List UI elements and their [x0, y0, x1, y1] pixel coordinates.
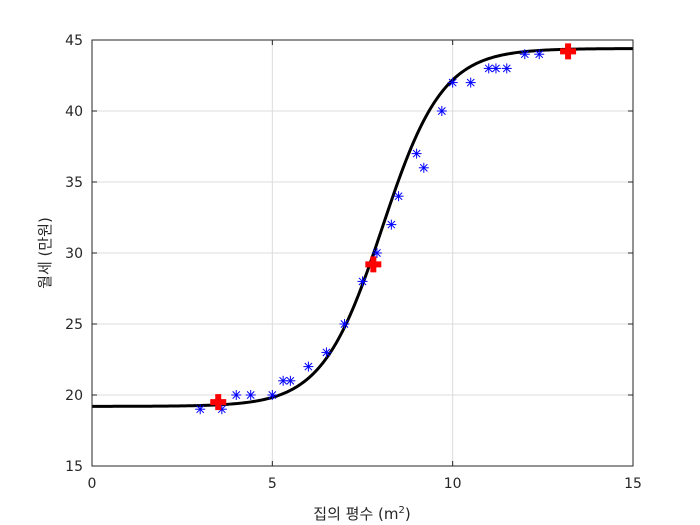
- data-point: [501, 63, 512, 74]
- x-axis-title-suffix: ): [405, 505, 411, 523]
- x-tick-label: 5: [268, 476, 277, 492]
- x-tick-label: 10: [444, 476, 462, 492]
- axis-ticks: 0 5 10 15 15 20 25 30 35 40 45: [65, 33, 642, 492]
- highlight-point: [560, 43, 577, 60]
- data-points-layer: [195, 49, 545, 415]
- data-point: [534, 49, 545, 60]
- y-tick-label: 15: [65, 459, 83, 475]
- data-point: [357, 276, 368, 287]
- data-point: [519, 49, 530, 60]
- y-tick-label: 25: [65, 317, 83, 333]
- highlight-point: [365, 256, 382, 273]
- data-point: [418, 162, 429, 173]
- data-point: [465, 77, 476, 88]
- data-point: [371, 248, 382, 258]
- data-point: [231, 390, 242, 400]
- data-point: [339, 319, 350, 329]
- data-point: [490, 63, 501, 74]
- data-point: [245, 390, 256, 400]
- x-axis-title: 집의 평수 (m2): [313, 505, 410, 523]
- data-point: [285, 375, 296, 386]
- y-tick-label: 40: [65, 104, 83, 120]
- x-axis-title-superscript: 2: [398, 505, 404, 516]
- data-point: [195, 404, 206, 415]
- x-axis-title-text: 집의 평수 (m: [313, 505, 398, 523]
- data-point: [321, 347, 332, 358]
- y-tick-label: 35: [65, 175, 83, 191]
- y-axis-title: 월세 (만원): [36, 217, 54, 289]
- highlight-point: [210, 394, 227, 411]
- data-point: [447, 77, 458, 88]
- data-point: [436, 106, 447, 116]
- y-tick-label: 30: [65, 246, 83, 262]
- x-tick-label: 0: [88, 476, 97, 492]
- data-point: [393, 191, 404, 202]
- highlight-points-layer: [210, 43, 577, 411]
- data-point: [303, 361, 314, 372]
- data-point: [278, 375, 289, 386]
- data-point: [411, 148, 422, 159]
- data-point: [267, 390, 278, 400]
- y-tick-label: 20: [65, 388, 83, 404]
- data-point: [386, 219, 397, 230]
- x-tick-label: 15: [624, 476, 642, 492]
- y-tick-label: 45: [65, 33, 83, 49]
